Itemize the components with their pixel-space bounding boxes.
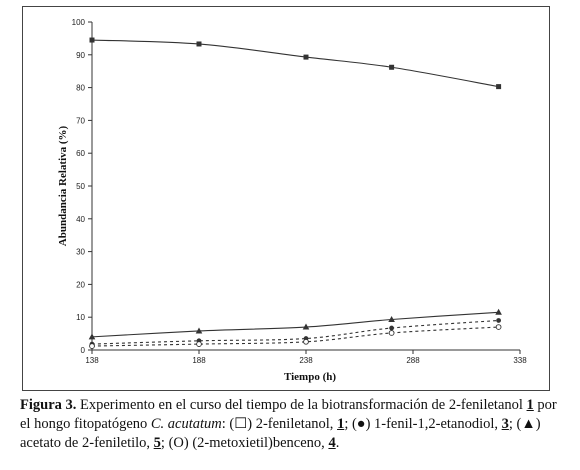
caption-text: : ( bbox=[221, 416, 235, 432]
y-tick-label: 0 bbox=[81, 346, 86, 355]
data-point-triangle bbox=[302, 323, 310, 330]
data-point-circle-open bbox=[196, 341, 202, 347]
figure-caption: Figura 3. Experimento en el curso del ti… bbox=[20, 396, 565, 453]
caption-text: . bbox=[335, 435, 340, 451]
data-point-triangle bbox=[195, 327, 203, 334]
compound-ref: 1 bbox=[337, 416, 345, 432]
compound-ref: 1 bbox=[526, 397, 534, 413]
x-axis-title: Tiempo (h) bbox=[284, 371, 336, 383]
triangle-symbol: ▲ bbox=[521, 416, 536, 432]
series-line-triangle bbox=[91, 311, 499, 338]
caption-text: por el hongo fitopatógeno bbox=[20, 397, 557, 432]
data-point-circle-filled bbox=[496, 318, 501, 323]
species-name: C. acutatum bbox=[150, 416, 222, 432]
data-point-square bbox=[89, 37, 95, 43]
caption-text: ) acetato de 2-feniletilo, bbox=[20, 416, 541, 451]
data-point-circle-open bbox=[89, 343, 95, 349]
data-point-circle-open bbox=[495, 324, 502, 330]
x-tick-label: 238 bbox=[299, 356, 313, 365]
y-tick-label: 40 bbox=[76, 215, 85, 224]
caption-text: ) 1-fenil-1,2-etanodiol, bbox=[365, 416, 502, 432]
data-point-square bbox=[389, 64, 395, 70]
compound-ref: 4 bbox=[328, 435, 336, 451]
caption-text: ; ( bbox=[344, 416, 357, 432]
data-point-square bbox=[196, 41, 202, 47]
y-tick-label: 10 bbox=[76, 313, 85, 322]
caption-text: ; ( bbox=[508, 416, 522, 432]
chart-frame bbox=[22, 6, 550, 391]
x-tick-label: 138 bbox=[85, 356, 99, 365]
data-point-triangle bbox=[495, 308, 502, 315]
compound-ref: 5 bbox=[153, 435, 161, 451]
square-symbol: ☐ bbox=[234, 416, 248, 432]
y-tick-label: 90 bbox=[76, 51, 85, 60]
data-point-square bbox=[496, 84, 502, 90]
y-tick-label: 30 bbox=[76, 248, 85, 257]
caption-text: Experimento en el curso del tiempo de la… bbox=[76, 397, 527, 413]
y-axis-title: Abundancia Relativa (%) bbox=[57, 125, 69, 246]
y-tick-label: 70 bbox=[76, 116, 85, 125]
y-tick-label: 60 bbox=[76, 149, 85, 158]
series-line-square bbox=[91, 39, 499, 88]
circle-filled-symbol: ● bbox=[356, 416, 366, 432]
data-point-circle-open bbox=[388, 330, 395, 336]
circle-open-symbol: O bbox=[173, 435, 184, 451]
data-point-circle-filled bbox=[389, 325, 394, 331]
data-point-triangle bbox=[388, 315, 395, 322]
data-point-square bbox=[303, 54, 309, 60]
x-tick-label: 188 bbox=[192, 356, 206, 365]
series-line-circle-open bbox=[91, 326, 499, 347]
x-tick-label: 288 bbox=[406, 356, 420, 365]
x-tick-label: 338 bbox=[513, 356, 527, 365]
caption-text: ) (2-metoxietil)benceno, bbox=[183, 435, 329, 451]
data-point-triangle bbox=[88, 333, 96, 340]
caption-text: ) 2-feniletanol, bbox=[247, 416, 338, 432]
y-tick-label: 100 bbox=[72, 18, 86, 27]
line-chart: 0 10 20 30 40 50 60 70 80 90 100 138 188 238 288 338 Tie… bbox=[57, 18, 527, 383]
compound-ref: 3 bbox=[501, 416, 509, 432]
caption-text: ; ( bbox=[160, 435, 174, 451]
data-point-circle-open bbox=[303, 338, 309, 345]
y-tick-label: 80 bbox=[76, 84, 85, 93]
y-tick-label: 20 bbox=[76, 280, 85, 289]
series-line-circle-filled bbox=[91, 319, 499, 345]
caption-label: Figura 3. bbox=[20, 397, 77, 413]
y-tick-label: 50 bbox=[76, 182, 85, 191]
